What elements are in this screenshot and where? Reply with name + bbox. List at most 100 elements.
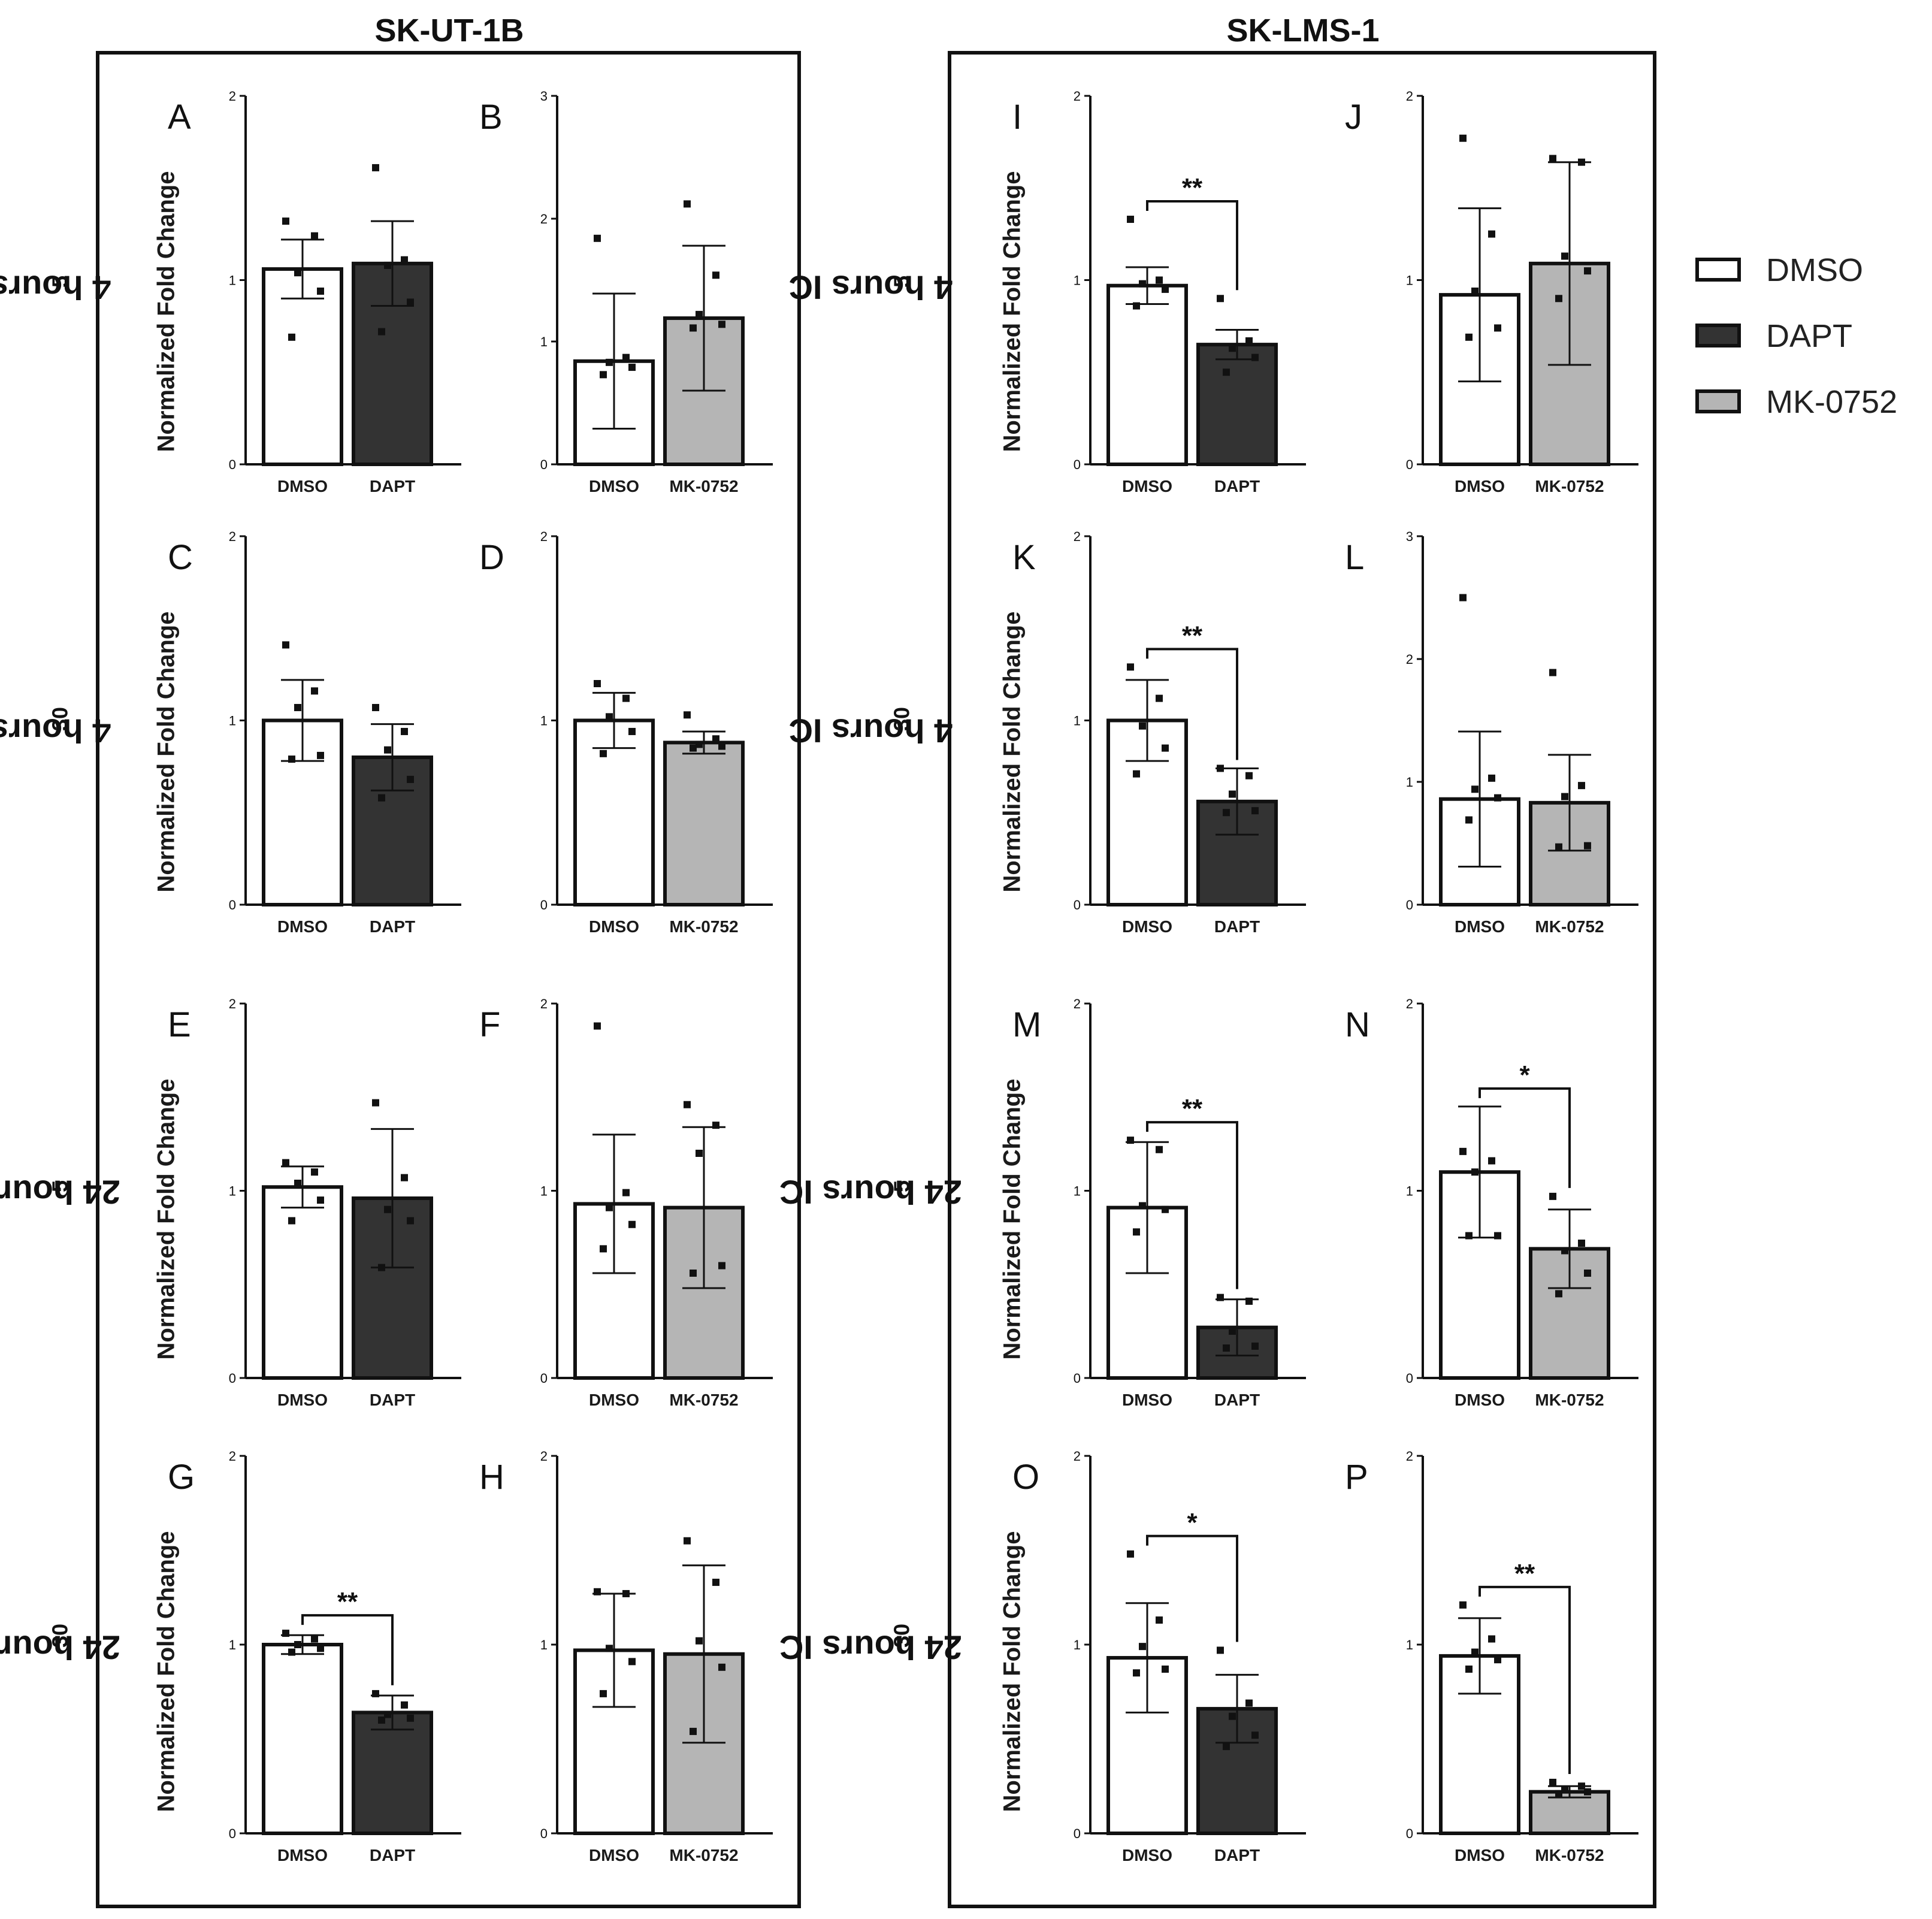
legend-label-mk-0752: MK-0752 [1766,384,1898,420]
data-point [628,1220,636,1228]
y-tick-label: 2 [1406,89,1413,104]
data-point [1139,1643,1146,1651]
y-tick-label: 1 [1406,1637,1413,1652]
y-tick-label: 1 [1074,273,1081,288]
x-tick-label: DAPT [370,477,415,495]
data-point [378,1716,385,1724]
data-point [712,1579,719,1586]
y-tick-label: 1 [540,1184,548,1199]
y-tick-label: 1 [540,714,548,729]
data-point [1251,807,1259,815]
data-point [1584,267,1591,275]
panel-letter-j: J [1345,98,1362,137]
data-point [600,371,607,379]
data-point [311,687,318,695]
data-point [600,1245,607,1253]
x-tick-label: MK-0752 [1535,1391,1604,1409]
data-point [401,1174,408,1181]
data-point [594,234,601,242]
panel-letter-b: B [479,98,503,137]
x-tick-label: DMSO [1455,477,1505,495]
data-point [384,1205,391,1213]
data-point [288,1648,295,1656]
y-tick-label: 2 [1074,89,1081,104]
significance-bracket [1146,200,1238,291]
x-tick-label: DAPT [1214,1391,1260,1409]
data-point [594,1588,601,1595]
y-tick-label: 1 [1406,1184,1413,1199]
data-point [294,1180,301,1187]
data-point [1471,1168,1479,1176]
y-tick-label: 2 [229,89,236,104]
x-tick-label: MK-0752 [1535,477,1604,495]
chart-panel-m: 0 1 2 DMSO DAPT ** [1074,996,1306,1409]
y-tick-label: 2 [540,211,548,226]
y-tick-label: 2 [229,529,236,544]
data-point [282,1159,289,1166]
panel-letter-h: H [479,1458,504,1497]
data-point [282,1630,289,1637]
bar-dapt [1196,343,1278,466]
x-tick-label: DMSO [1122,477,1172,495]
group-title-sk-ut-1b: SK-UT-1B [374,13,524,49]
data-point [1217,1294,1224,1301]
data-point [1223,809,1230,817]
significance-label: ** [1182,1094,1203,1123]
data-point [1162,1665,1169,1673]
data-point [1471,1648,1479,1656]
data-point [622,353,630,361]
data-point [1578,782,1585,790]
data-point [1156,1616,1163,1624]
y-tick-label: 0 [1406,1826,1413,1841]
data-point [1139,722,1146,730]
y-tick-label: 1 [540,334,548,349]
data-point [684,1101,691,1108]
data-point [311,232,318,240]
data-point [696,310,703,318]
y-tick-label: 0 [540,1826,548,1841]
data-point [1229,790,1236,798]
y-tick-label: 0 [540,1371,548,1386]
data-point [372,703,379,711]
data-point [606,713,613,721]
y-tick-label: 2 [540,529,548,544]
y-tick-label: 1 [229,1184,236,1199]
data-point [407,1714,414,1722]
x-tick-label: DAPT [370,1846,415,1864]
data-point [718,742,725,750]
y-tick-label: 0 [229,457,236,472]
chart-panel-i: 0 1 2 DMSO DAPT ** [1074,89,1306,495]
data-point [1465,1232,1473,1240]
data-point [1584,842,1591,850]
data-point [317,1645,324,1652]
significance-label: * [1187,1508,1198,1537]
x-tick-label: MK-0752 [669,1846,738,1864]
x-tick-label: MK-0752 [669,1391,738,1409]
data-point [1584,1270,1591,1277]
significance-bracket [1146,1534,1238,1642]
legend-swatch-dmso [1695,258,1741,282]
data-point [1561,1247,1568,1255]
data-point [384,1711,391,1718]
data-point [606,1204,613,1211]
y-tick-label: 1 [540,1637,548,1652]
data-point [1162,285,1169,293]
data-point [1133,1228,1140,1236]
data-point [606,358,613,366]
data-point [282,641,289,649]
data-point [1488,1157,1495,1165]
x-tick-label: DMSO [277,477,328,495]
chart-panel-e: 0 1 2 DMSO DAPT [229,996,461,1409]
data-point [1229,1327,1236,1335]
significance-bracket [1479,1087,1571,1188]
y-tick-label: 0 [1406,457,1413,472]
data-point [317,1196,324,1204]
y-tick-label: 0 [540,897,548,912]
data-point [684,711,691,719]
x-tick-label: DMSO [277,917,328,936]
panel-letter-n: N [1345,1005,1370,1044]
data-point [288,333,295,341]
x-tick-label: MK-0752 [669,917,738,936]
data-point [294,269,301,277]
chart-panel-l: 0 1 2 3 DMSO MK-0752 [1406,529,1638,936]
